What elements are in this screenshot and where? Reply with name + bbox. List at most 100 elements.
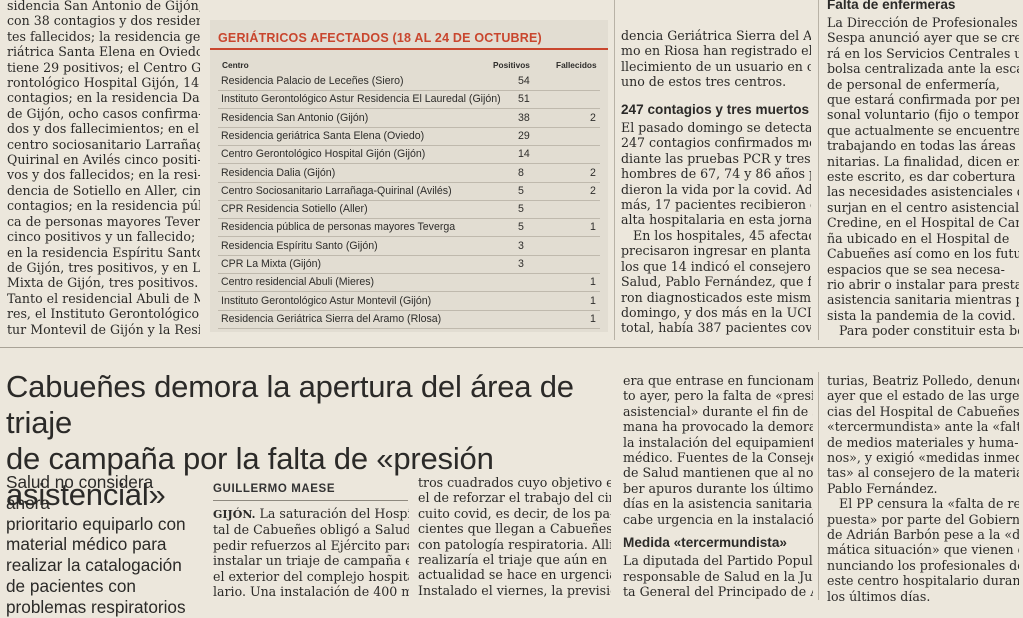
article-body-column-2: tros cuadrados cuyo objetivo era el de re… [418,475,611,598]
text-line: Quirinal en Avilés cinco positi- [7,152,200,168]
text-line: contagios; en la residencia públi- [7,198,200,214]
text-line: tiene 29 positivos; el Centro Ge- [7,59,200,75]
deck-line: de pacientes con [6,575,136,596]
table-row: Instituto Gerontológico Astur Montevil (… [218,292,600,311]
text-line: hombres de 67, 74 y 86 años per- [621,166,811,182]
cell-positivos: 54 [518,75,530,87]
cell-positivos: 3 [518,258,524,270]
cell-fallecidos: 2 [590,166,596,179]
column-rule [818,0,819,340]
table-row: Residencia Dalia (Gijón) 8 2 [218,164,600,183]
table-row: Residencia pública de personas mayores T… [218,218,600,238]
table-row: Residencia San Antonio (Gijón) 38 2 [218,109,600,128]
cell-fallecidos: 1 [590,294,596,307]
text-line: cinco positivos y un fallecido; [7,229,196,245]
deck-line: Salud no considera ahora [6,472,154,513]
text-line: los últimos días. [827,588,931,604]
text-line: los que 14 indicó el consejero de [621,258,811,274]
cell-fallecidos: 2 [590,184,596,197]
text-line: las necesidades asistenciales que [827,184,1019,200]
cell-centro: Residencia Espíritu Santo (Gijón) [221,239,378,252]
table-title: GERIÁTRICOS AFECTADOS (18 AL 24 DE OCTUB… [218,31,542,45]
text-line: cabe urgencia en la instalación. [623,511,813,527]
text-line: La Dirección de Profesionales del [827,15,1019,30]
table-row: Centro residencial Abuli (Mieres) 1 [218,273,600,293]
text-line: más, 17 pacientes recibieron el [621,197,811,213]
text-line: con 38 contagios y dos residen- [7,13,200,29]
text-line: dencia de Sotiello en Aller, cinco [7,182,200,198]
table-row: Residencia geriátrica Santa Elena (Ovied… [218,127,600,146]
text-line: diante las pruebas PCR y tres [621,150,811,166]
text-line: responsable de Salud en la Jun- [623,568,813,584]
text-line: surjan en el centro asistencial [827,199,1019,215]
cell-centro: Residencia San Antonio (Gijón) [221,111,369,124]
text-line: ca de personas mayores Teverga, [7,213,200,229]
text-line: Pablo Fernández. [827,480,938,496]
cell-positivos: 5 [518,184,524,197]
text-line: con patología respiratoria. Allí se [418,536,611,552]
cell-positivos: 29 [518,129,530,142]
text-line: espacios que se sea necesa- [827,261,1005,277]
text-line: lario. Una instalación de 400 me- [213,584,409,600]
text-line: este escrito, es dar cobertura a [827,169,1019,185]
cell-centro: Instituto Gerontológico Astur Residencia… [221,93,501,106]
text-line: de Gijón, tres positivos, y en La [7,259,200,275]
cell-centro: Residencia Dalia (Gijón) [221,166,336,179]
text-line: mana ha provocado la demora de [623,419,813,435]
text-line: contagios; en la residencia Dalia [7,90,200,106]
text-line: alta hospitalaria en esta jornada. [621,212,811,228]
text-line: de personal de enfermería, [827,76,1000,92]
text-line: centro sociosanitario Larrañaga- [7,136,200,152]
text-line: ña ubicado en el Hospital de [827,230,1010,246]
cell-centro: CPR Residencia Sotiello (Aller) [221,203,368,216]
table-title-rule [210,48,608,50]
text-line: el de reforzar el trabajo del cir- [418,490,611,506]
text-line: «tercermundista» ante la «falta [827,419,1019,435]
text-line: tes fallecidos; la residencia ge- [7,28,200,44]
text-line: dencia Geriátrica Sierra del Ara- [621,28,811,43]
cell-centro: CPR La Mixta (Gijón) [221,258,322,270]
cell-fallecidos: 1 [590,312,596,325]
text-line: tur Montevil de Gijón y la Resi- [7,321,200,337]
text-line: Cabueñes así como en los futuros [827,246,1019,262]
cell-centro: Residencia geriátrica Santa Elena (Ovied… [221,129,425,142]
byline: GUILLERMO MAESE [213,483,336,495]
text-line: riátrica Santa Elena en Oviedo [7,44,200,60]
text-line: en la residencia Espíritu Santo [7,244,200,260]
text-line: asistencia sanitaria mientras per- [827,292,1019,308]
column-body: La Dirección de Profesionales delSespa a… [827,15,1019,339]
text-line: En los hospitales, 45 afectados [633,227,811,243]
section-subhead: Medida «tercermundista» [623,535,787,551]
text-line: días en la asistencia sanitaria, no [623,496,813,512]
cell-positivos: 5 [518,221,524,234]
text-line: Salud, Pablo Fernández, que fue- [621,274,811,290]
text-line: tas» al consejero de la materia, [827,465,1019,481]
text-line: Credine, en el Hospital de Campa- [827,215,1019,231]
text-line: nitarias. La finalidad, dicen en [827,153,1019,169]
cell-positivos: 14 [518,148,530,161]
headline: Cabueñes demora la apertura del área de … [6,369,606,513]
text-line: nos», y exigió «medidas inmedia- [827,450,1019,466]
text-line: mática situación» que vienen de- [827,542,1019,558]
text-line: puesta» por parte del Gobierno [827,511,1019,527]
cell-centro: Centro Gerontológico Hospital Gijón (Gij… [221,148,426,161]
headline-line-2: de campaña por la falta de «presión asis… [6,441,494,512]
text-line: nunciando los profesionales de [827,557,1019,573]
cell-fallecidos: 1 [590,221,596,234]
geriatric-table: GERIÁTRICOS AFECTADOS (18 AL 24 DE OCTUB… [210,20,608,332]
cell-centro: Residencia Palacio de Leceñes (Siero) [221,75,404,87]
section-divider [0,347,1023,348]
header-fallecidos: Fallecidos [556,60,597,70]
table-row: Centro Gerontológico Hospital Gijón (Gij… [218,145,600,165]
text-line: ayer que el estado de las urgen- [827,388,1019,404]
text-line: Tanto el residencial Abuli de Mie- [7,290,200,306]
text-line: vos y dos fallecidos; en la resi- [7,167,200,183]
subheadline-deck: Salud no considera ahora prioritario equi… [6,472,196,618]
article-column-4: Falta de enfermeras La Dirección de Profe… [827,0,1019,339]
text-line: La diputada del Partido Popular [623,553,813,569]
text-line: tros cuadrados cuyo objetivo era [418,475,611,490]
text-line: turias, Beatriz Polledo, denunció [827,373,1019,388]
text-line: to ayer, pero la falta de «presión [623,388,813,404]
text-line: rio abrir o instalar para prestar [827,276,1019,292]
cell-centro: Residencia pública de personas mayores T… [221,221,456,234]
